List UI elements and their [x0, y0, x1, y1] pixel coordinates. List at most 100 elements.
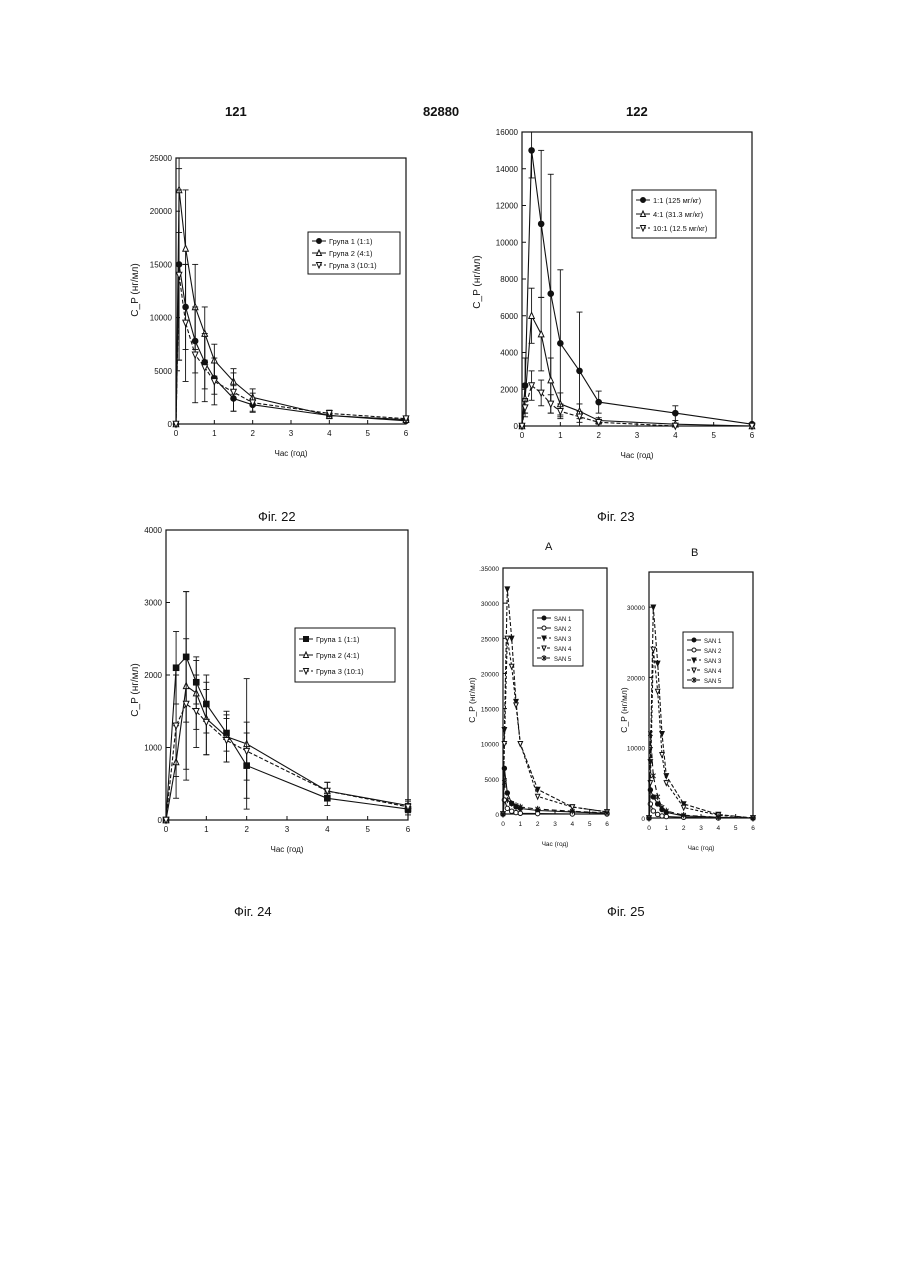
legend: SAN 1SAN 2SAN 3SAN 4SAN 5 [683, 632, 733, 688]
chart-fig22: 05000100001500020000250000123456Час (год… [120, 140, 420, 485]
legend-label: SAN 5 [704, 679, 722, 685]
data-point [224, 737, 230, 743]
x-axis-label: Час (год) [270, 845, 303, 854]
y-tick-label: 0 [168, 420, 173, 429]
data-point [529, 148, 535, 154]
legend-marker [692, 638, 696, 642]
x-tick-label: 4 [327, 429, 332, 438]
x-tick-label: 4 [325, 825, 330, 834]
document-number: 82880 [423, 104, 459, 119]
x-tick-label: 5 [734, 825, 738, 832]
legend: Група 1 (1:1) Група 2 (4:1) Група 3 (10:1) [308, 232, 400, 274]
x-tick-label: 6 [404, 429, 409, 438]
x-tick-label: 1 [558, 431, 563, 440]
data-point [664, 814, 668, 818]
x-tick-label: 2 [250, 429, 255, 438]
data-point [651, 773, 655, 779]
y-axis-label: C_P (нг/мл) [619, 687, 629, 733]
data-point [577, 368, 583, 374]
y-tick-label: 0 [158, 816, 163, 825]
data-point [538, 331, 544, 337]
data-point [509, 664, 513, 669]
y-tick-label: 2000 [144, 671, 162, 680]
data-point [204, 719, 210, 725]
x-tick-label: 6 [605, 821, 609, 828]
y-axis-label: C_P (нг/мл) [130, 663, 141, 716]
x-tick-label: 0 [501, 821, 505, 828]
x-tick-label: 5 [588, 821, 592, 828]
y-tick-label: 30000 [481, 601, 499, 608]
caption-fig24: Фіг. 24 [234, 904, 272, 919]
y-axis-label: C_P (нг/мл) [472, 255, 483, 308]
caption-fig25: Фіг. 25 [607, 904, 645, 919]
x-tick-label: 1 [665, 825, 669, 832]
legend-label: 4:1 (31.3 мг/кг) [653, 210, 704, 219]
y-tick-label: 30000 [627, 605, 645, 612]
panel-label: A [545, 541, 553, 553]
y-tick-label: 12000 [496, 202, 519, 211]
y-tick-label: 4000 [144, 526, 162, 535]
x-tick-label: 2 [682, 825, 686, 832]
plot-frame [503, 568, 607, 814]
y-tick-label: 25000 [481, 636, 499, 643]
y-axis-label: C_P (нг/мл) [130, 263, 141, 316]
legend-label: Група 3 (10:1) [329, 261, 377, 270]
data-point [660, 814, 664, 818]
y-tick-label: 1000 [144, 744, 162, 753]
legend-label: 1:1 (125 мг/кг) [653, 196, 702, 205]
data-point [651, 795, 655, 799]
data-point [192, 352, 198, 358]
series-1 [519, 132, 755, 429]
series-1 [173, 169, 409, 427]
x-tick-label: 0 [174, 429, 179, 438]
chart-fig25-b: B01000020000300000123456Час (год)C_P (нг… [615, 540, 765, 870]
right-page-number: 122 [626, 104, 648, 119]
legend-label: Група 2 (4:1) [316, 651, 360, 660]
x-tick-label: 4 [717, 825, 721, 832]
legend-label: Група 1 (1:1) [329, 237, 373, 246]
y-tick-label: 10000 [150, 314, 173, 323]
x-tick-label: 3 [699, 825, 703, 832]
legend-marker [692, 648, 696, 652]
data-point [655, 794, 659, 800]
x-tick-label: 6 [406, 825, 411, 834]
legend-marker [304, 637, 309, 642]
data-point [514, 810, 518, 814]
x-tick-label: 4 [673, 431, 678, 440]
y-tick-label: 14000 [496, 165, 519, 174]
series-1 [501, 766, 609, 816]
series-line [522, 316, 752, 426]
x-tick-label: 3 [289, 429, 294, 438]
series-3 [173, 190, 409, 427]
data-point [173, 665, 179, 671]
x-tick-label: 3 [285, 825, 290, 834]
x-tick-label: 6 [750, 431, 755, 440]
legend-marker [641, 198, 646, 203]
legend: SAN 1SAN 2SAN 3SAN 4SAN 5 [533, 610, 583, 666]
data-point [548, 377, 554, 383]
legend-label: SAN 4 [704, 669, 722, 675]
data-point [509, 636, 513, 641]
caption-fig23: Фіг. 23 [597, 509, 635, 524]
data-point [505, 636, 509, 641]
data-point [558, 409, 564, 415]
data-point [535, 794, 539, 799]
legend-label: SAN 5 [554, 657, 572, 663]
x-axis-label: Час (год) [542, 841, 569, 848]
legend-label: Група 2 (4:1) [329, 249, 373, 258]
series-line [166, 704, 408, 820]
data-point [183, 320, 189, 326]
data-point [514, 703, 518, 708]
data-point [655, 802, 659, 806]
x-tick-label: 5 [365, 429, 370, 438]
y-tick-label: 25000 [150, 154, 173, 163]
y-tick-label: 6000 [500, 312, 518, 321]
caption-fig22: Фіг. 22 [258, 509, 296, 524]
plot-frame [522, 132, 752, 426]
x-tick-label: 4 [571, 821, 575, 828]
legend-label: SAN 3 [704, 659, 722, 665]
x-tick-label: 2 [244, 825, 249, 834]
y-tick-label: 0 [641, 816, 645, 823]
legend: Група 1 (1:1)Група 2 (4:1)Група 3 (10:1) [295, 628, 395, 682]
x-tick-label: 1 [204, 825, 209, 834]
